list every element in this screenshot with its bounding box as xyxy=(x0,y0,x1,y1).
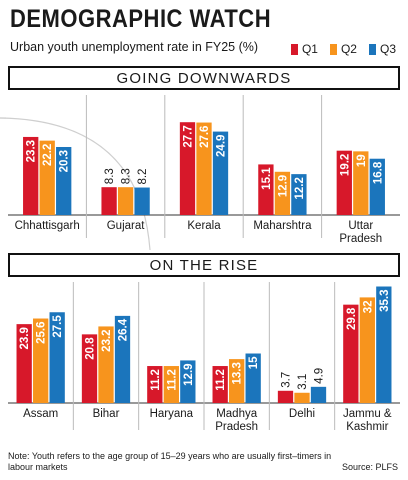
bar-q1 xyxy=(343,304,359,403)
legend-item-q3: Q3 xyxy=(368,42,396,56)
category-label: Pradesh xyxy=(215,421,258,433)
footnote: Note: Youth refers to the age group of 1… xyxy=(8,451,332,472)
data-label: 12.9 xyxy=(183,363,195,385)
source-note: Source: PLFS xyxy=(341,462,398,472)
data-label: 11.2 xyxy=(166,369,178,391)
category-label: Delhi xyxy=(289,408,315,420)
data-label: 8.2 xyxy=(137,169,149,185)
data-label: 3.1 xyxy=(297,374,309,390)
data-label: 8.3 xyxy=(104,168,116,184)
bar-q3 xyxy=(310,386,327,403)
legend: Q1 Q2 Q3 xyxy=(290,42,396,56)
category-label: Kerala xyxy=(187,220,221,232)
data-label: 23.3 xyxy=(26,140,38,162)
data-label: 12.2 xyxy=(294,177,306,199)
data-label: 26.4 xyxy=(118,318,130,341)
bar-q1 xyxy=(101,187,117,215)
bar-q2 xyxy=(163,366,179,403)
bar-q3 xyxy=(56,146,72,215)
bar-q2 xyxy=(274,171,291,215)
data-label: 22.2 xyxy=(42,144,54,166)
data-label: 20.8 xyxy=(85,337,97,360)
legend-label-q1: Q1 xyxy=(301,42,318,56)
bar-q2 xyxy=(196,122,212,215)
bar-q1 xyxy=(179,122,196,215)
bar-q3 xyxy=(376,286,392,403)
bar-q2 xyxy=(359,297,375,403)
legend-item-q1: Q1 xyxy=(290,42,318,56)
bar-q1 xyxy=(277,390,294,403)
bar-q1 xyxy=(81,334,98,403)
legend-label-q3: Q3 xyxy=(379,42,396,56)
data-label: 27.7 xyxy=(183,125,195,147)
category-label: Uttar xyxy=(348,220,373,232)
bar-q3 xyxy=(291,174,307,215)
data-label: 35.3 xyxy=(379,290,391,312)
data-label: 24.9 xyxy=(216,135,228,157)
data-label: 32 xyxy=(362,300,374,313)
bar-q3 xyxy=(180,360,196,403)
category-label: Assam xyxy=(23,408,58,420)
data-label: 23.9 xyxy=(19,327,31,349)
category-label: Kashmir xyxy=(346,421,388,433)
bar-q3 xyxy=(134,187,150,215)
data-label: 8.3 xyxy=(121,168,133,184)
data-label: 3.7 xyxy=(281,372,293,388)
data-label: 29.8 xyxy=(346,307,358,330)
panel-title-going-downwards: GOING DOWNWARDS xyxy=(8,66,400,90)
data-label: 13.3 xyxy=(232,362,244,384)
category-label: Madhya xyxy=(216,408,258,420)
category-label: Pradesh xyxy=(339,233,382,245)
data-label: 4.9 xyxy=(314,368,326,384)
bar-q3 xyxy=(114,315,131,403)
chart-subtitle: Urban youth unemployment rate in FY25 (%… xyxy=(10,40,259,54)
legend-item-q2: Q2 xyxy=(329,42,357,56)
bar-q2 xyxy=(39,140,55,215)
bar-q1 xyxy=(23,136,39,215)
chart-title: DEMOGRAPHIC WATCH xyxy=(10,4,272,33)
legend-swatch-q2 xyxy=(329,43,337,55)
bar-q2 xyxy=(229,359,245,403)
bar-q3 xyxy=(369,158,385,215)
bar-q2 xyxy=(294,392,310,403)
data-label: 27.5 xyxy=(52,315,64,338)
legend-swatch-q1 xyxy=(290,43,298,55)
bar-q2 xyxy=(98,326,114,403)
data-label: 20.3 xyxy=(59,150,71,172)
bar-q1 xyxy=(16,324,32,403)
bar-q1 xyxy=(212,366,228,403)
panel-title-on-the-rise: ON THE RISE xyxy=(8,253,400,277)
category-label: Gujarat xyxy=(107,220,146,232)
data-label: 19.2 xyxy=(339,154,351,176)
data-label: 23.2 xyxy=(101,329,113,351)
bar-q2 xyxy=(33,318,49,403)
category-label: Bihar xyxy=(93,408,120,420)
category-label: Maharshtra xyxy=(253,220,312,232)
category-label: Jammu & xyxy=(343,408,392,420)
data-label: 11.2 xyxy=(150,369,162,391)
data-label: 25.6 xyxy=(36,322,48,344)
category-label: Chhattisgarh xyxy=(15,220,80,232)
bar-q3 xyxy=(245,353,261,403)
data-label: 15 xyxy=(248,356,260,369)
data-label: 16.8 xyxy=(372,161,384,184)
bar-q1 xyxy=(147,366,163,403)
data-label: 11.2 xyxy=(215,369,227,391)
data-label: 19 xyxy=(356,154,368,167)
data-label: 12.9 xyxy=(277,175,289,197)
bar-q3 xyxy=(212,131,229,215)
category-label: Haryana xyxy=(150,408,194,420)
bar-q1 xyxy=(258,164,274,215)
bar-q2 xyxy=(117,187,134,215)
data-label: 15.1 xyxy=(261,167,273,190)
data-label: 27.6 xyxy=(199,126,211,148)
legend-label-q2: Q2 xyxy=(340,42,357,56)
bar-q1 xyxy=(336,150,352,215)
bar-q3 xyxy=(49,312,65,403)
legend-swatch-q3 xyxy=(368,43,376,55)
bar-q2 xyxy=(353,151,369,215)
